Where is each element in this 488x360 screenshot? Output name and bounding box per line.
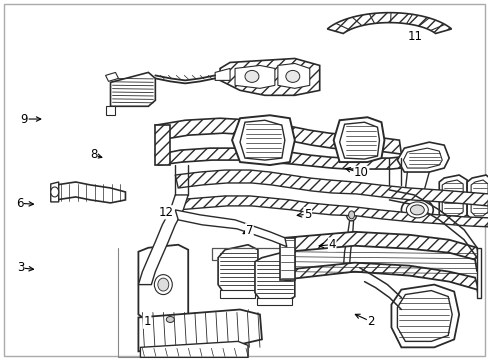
Polygon shape: [220, 58, 319, 95]
Polygon shape: [333, 117, 384, 162]
Ellipse shape: [158, 278, 168, 291]
Ellipse shape: [409, 205, 424, 215]
Polygon shape: [441, 180, 462, 216]
Polygon shape: [138, 195, 188, 285]
Polygon shape: [240, 120, 285, 160]
Polygon shape: [51, 182, 59, 202]
Text: 5: 5: [304, 208, 311, 221]
Ellipse shape: [244, 71, 259, 82]
Polygon shape: [285, 238, 289, 280]
Polygon shape: [155, 125, 170, 165]
Polygon shape: [390, 285, 458, 347]
Polygon shape: [175, 210, 286, 247]
Polygon shape: [155, 148, 401, 169]
Polygon shape: [215, 68, 229, 80]
Polygon shape: [397, 291, 451, 341]
Ellipse shape: [154, 275, 172, 294]
Ellipse shape: [406, 202, 427, 218]
Polygon shape: [105, 106, 115, 115]
Polygon shape: [155, 118, 401, 154]
Polygon shape: [438, 175, 466, 220]
Polygon shape: [56, 182, 125, 203]
Polygon shape: [285, 232, 478, 272]
Text: 7: 7: [245, 224, 253, 237]
Polygon shape: [470, 180, 487, 216]
Text: 10: 10: [353, 166, 368, 179]
Text: 1: 1: [143, 315, 150, 328]
Polygon shape: [466, 175, 488, 220]
Ellipse shape: [348, 211, 354, 219]
Polygon shape: [110, 72, 155, 106]
Polygon shape: [105, 72, 118, 81]
Polygon shape: [175, 196, 488, 227]
Ellipse shape: [166, 316, 174, 323]
Polygon shape: [138, 310, 262, 351]
Text: 3: 3: [17, 261, 24, 274]
Ellipse shape: [285, 71, 299, 82]
Text: 6: 6: [16, 197, 23, 210]
Polygon shape: [403, 148, 441, 168]
Polygon shape: [232, 115, 294, 165]
Polygon shape: [220, 289, 254, 298]
Ellipse shape: [51, 187, 59, 197]
Ellipse shape: [346, 209, 356, 221]
Polygon shape: [138, 245, 188, 321]
Polygon shape: [235, 66, 274, 88]
Text: 4: 4: [328, 238, 335, 251]
Polygon shape: [285, 263, 478, 298]
Polygon shape: [256, 298, 291, 305]
Ellipse shape: [401, 198, 432, 222]
Text: 9: 9: [20, 113, 28, 126]
Text: 12: 12: [159, 206, 174, 219]
Polygon shape: [140, 341, 247, 357]
Polygon shape: [339, 122, 379, 159]
Polygon shape: [476, 248, 480, 298]
Polygon shape: [397, 142, 448, 172]
Polygon shape: [279, 238, 294, 280]
Polygon shape: [326, 13, 450, 33]
Polygon shape: [218, 245, 258, 294]
Polygon shape: [175, 170, 488, 206]
Text: 11: 11: [407, 30, 422, 43]
Polygon shape: [277, 63, 309, 88]
Text: 2: 2: [366, 315, 374, 328]
Text: 8: 8: [90, 148, 97, 161]
Polygon shape: [254, 252, 294, 302]
Ellipse shape: [342, 267, 350, 273]
